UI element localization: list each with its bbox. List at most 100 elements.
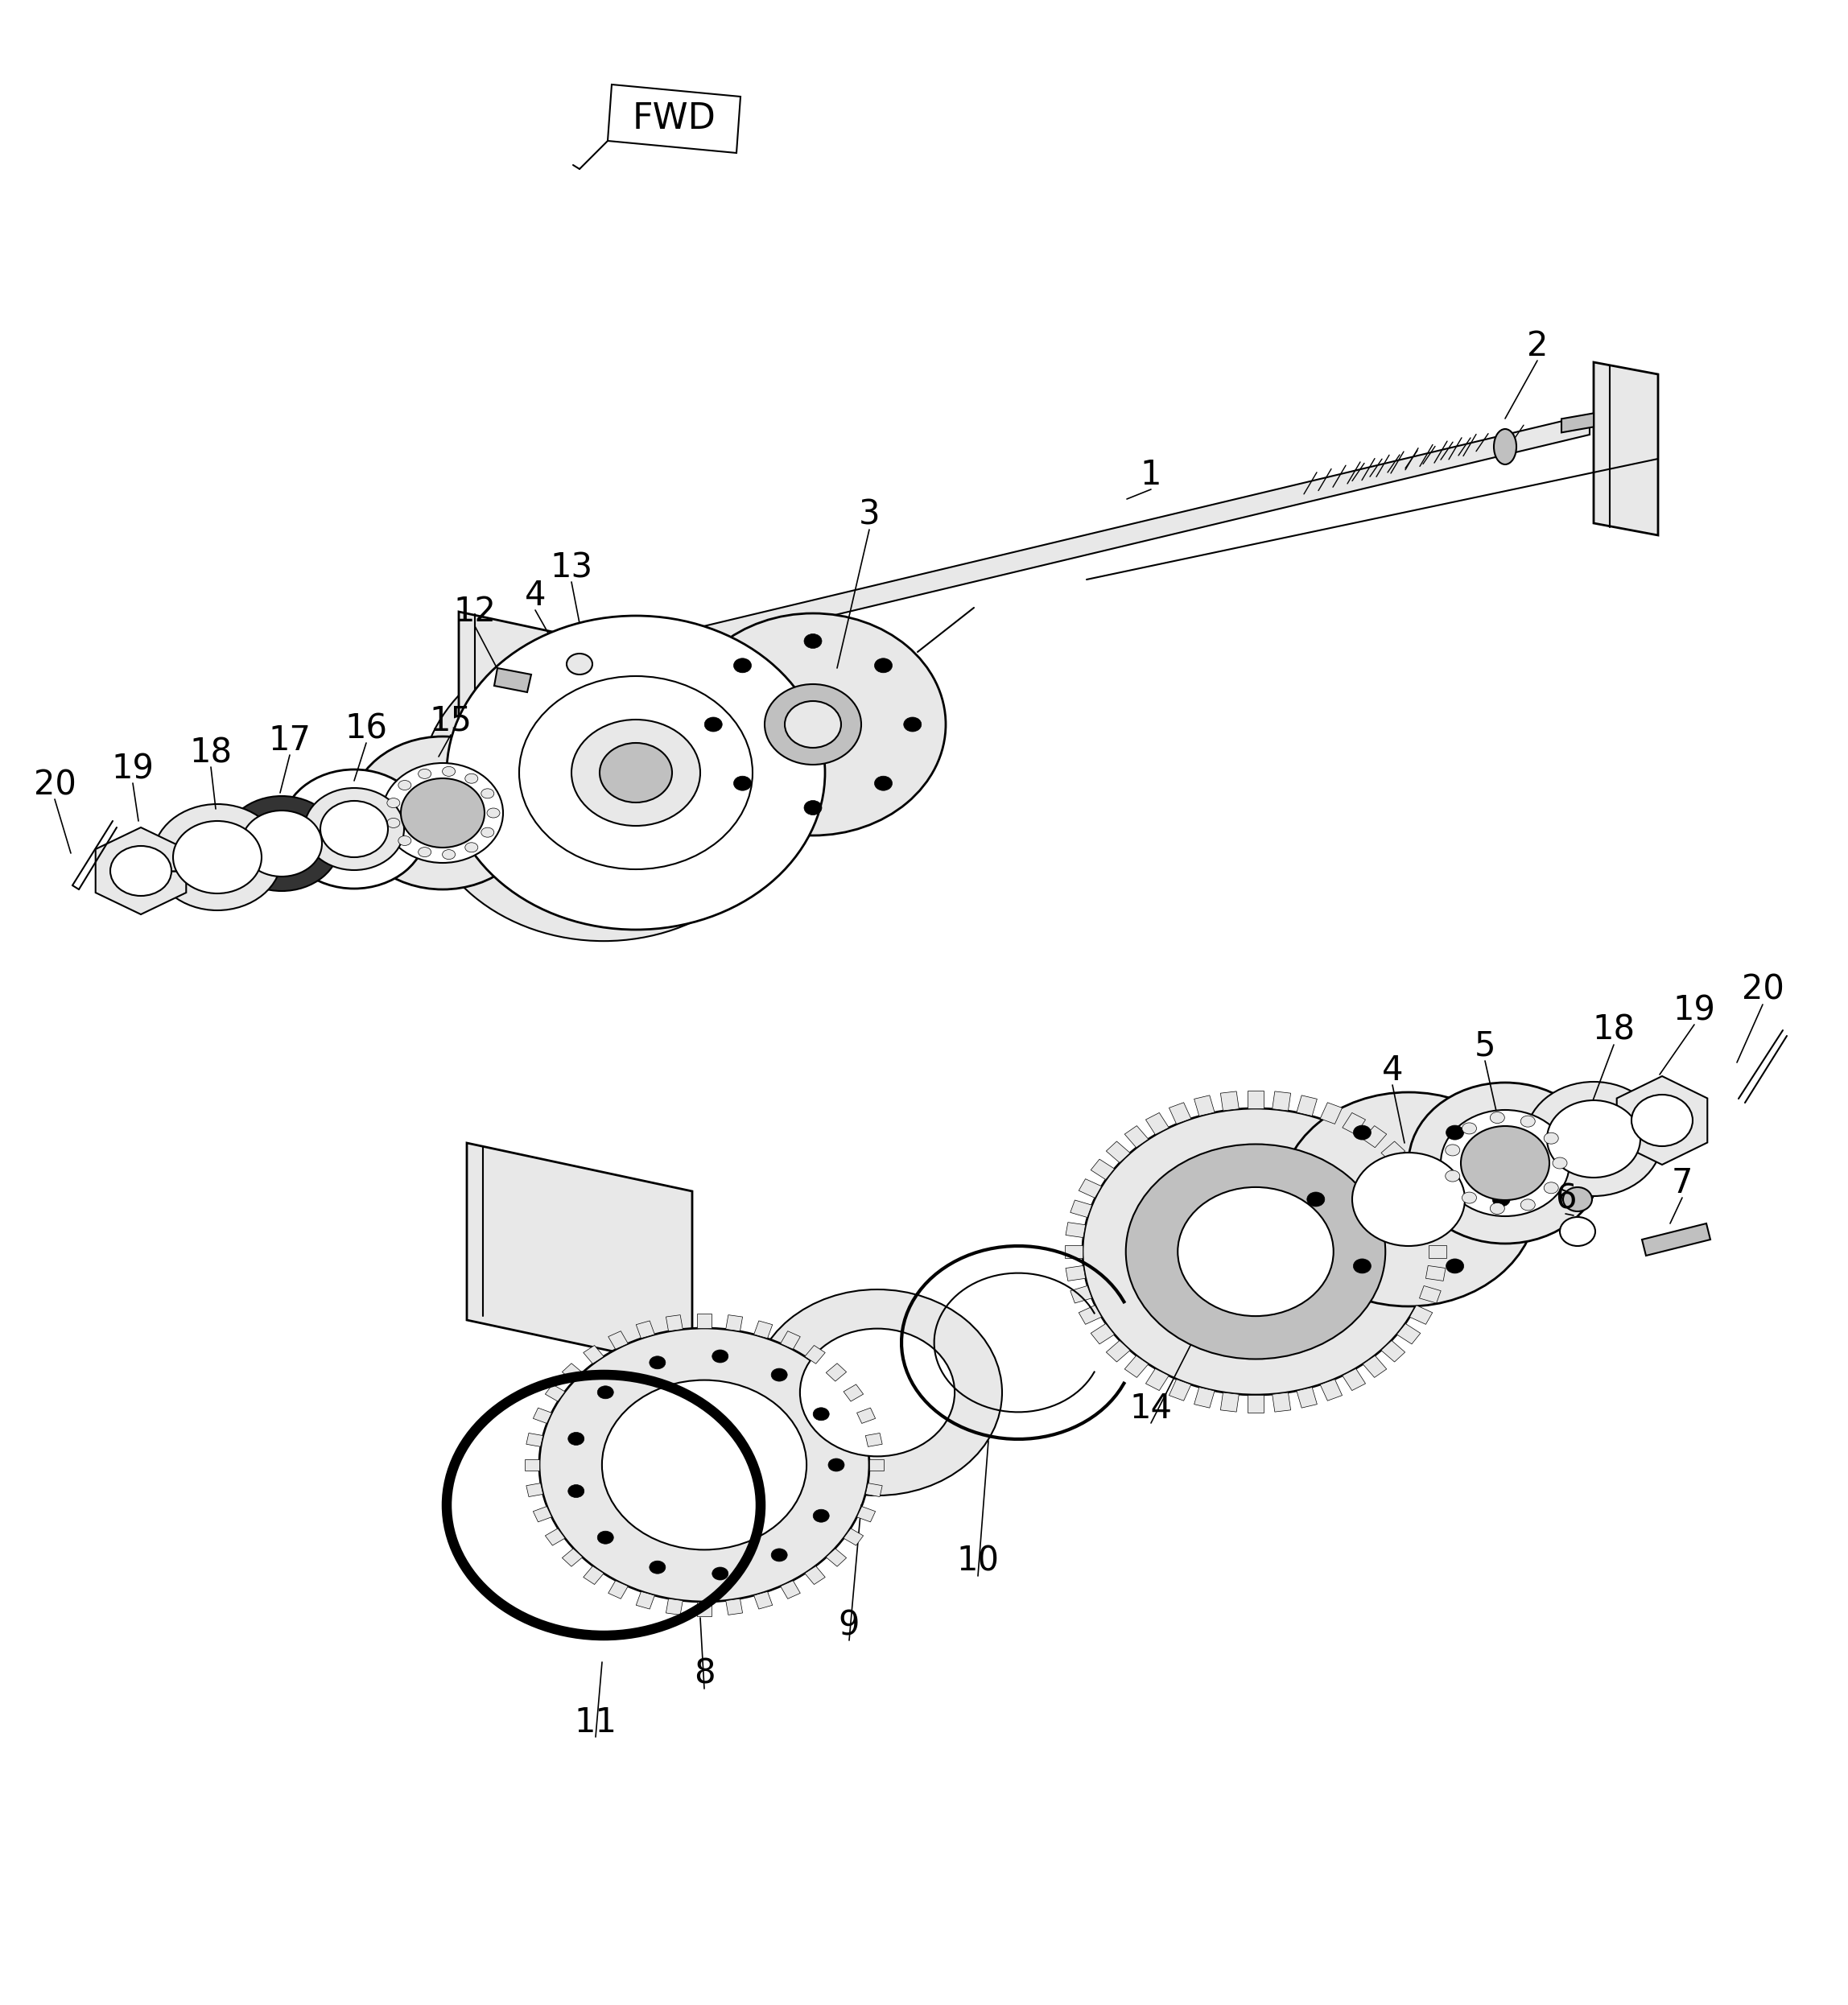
Polygon shape <box>1410 1179 1432 1197</box>
Ellipse shape <box>711 1349 728 1363</box>
Ellipse shape <box>813 1510 830 1522</box>
Text: 15: 15 <box>429 704 471 738</box>
Polygon shape <box>1271 1091 1290 1111</box>
Polygon shape <box>527 1484 543 1498</box>
Ellipse shape <box>1547 1101 1641 1177</box>
Ellipse shape <box>1177 1187 1334 1315</box>
Ellipse shape <box>567 1484 584 1498</box>
Polygon shape <box>869 1460 883 1470</box>
Polygon shape <box>1090 1159 1114 1179</box>
Polygon shape <box>1617 1077 1708 1165</box>
Ellipse shape <box>597 1532 614 1544</box>
Text: 7: 7 <box>1672 1167 1693 1201</box>
Ellipse shape <box>800 1329 955 1456</box>
Text: 18: 18 <box>190 736 233 770</box>
Polygon shape <box>1146 1369 1168 1391</box>
Ellipse shape <box>1125 1145 1386 1359</box>
Polygon shape <box>1079 1179 1101 1197</box>
Ellipse shape <box>771 1548 787 1562</box>
Polygon shape <box>1125 1355 1148 1377</box>
Polygon shape <box>1562 413 1593 433</box>
Text: 2: 2 <box>1526 329 1549 363</box>
Ellipse shape <box>752 1289 1002 1496</box>
Ellipse shape <box>1353 1153 1465 1245</box>
Polygon shape <box>1194 1387 1214 1408</box>
Polygon shape <box>1070 1201 1092 1217</box>
Polygon shape <box>1362 1125 1386 1147</box>
Ellipse shape <box>765 684 861 764</box>
Text: FWD: FWD <box>632 102 717 136</box>
Ellipse shape <box>1307 1193 1325 1207</box>
Polygon shape <box>96 828 187 914</box>
Ellipse shape <box>1552 1157 1567 1169</box>
Text: 5: 5 <box>1475 1029 1495 1063</box>
Polygon shape <box>1419 1201 1441 1217</box>
Polygon shape <box>697 1602 711 1616</box>
Polygon shape <box>857 1408 876 1424</box>
Ellipse shape <box>1462 1127 1549 1201</box>
Polygon shape <box>1593 363 1658 535</box>
Ellipse shape <box>828 1458 845 1472</box>
Polygon shape <box>608 1580 628 1598</box>
Ellipse shape <box>1543 1133 1558 1145</box>
Ellipse shape <box>153 804 281 910</box>
Ellipse shape <box>734 776 752 790</box>
Ellipse shape <box>1560 1217 1595 1245</box>
Polygon shape <box>562 1548 582 1566</box>
Polygon shape <box>1419 1285 1441 1303</box>
Polygon shape <box>1397 1159 1421 1179</box>
Ellipse shape <box>1632 1095 1693 1147</box>
Polygon shape <box>680 415 1589 652</box>
Polygon shape <box>1064 1245 1083 1257</box>
Polygon shape <box>1271 1393 1290 1412</box>
Polygon shape <box>1125 1125 1148 1147</box>
Polygon shape <box>843 1383 863 1401</box>
Ellipse shape <box>680 614 946 836</box>
Polygon shape <box>1380 1141 1404 1163</box>
Polygon shape <box>665 1598 682 1614</box>
Polygon shape <box>1362 1355 1386 1377</box>
Polygon shape <box>1194 1095 1214 1117</box>
Ellipse shape <box>1445 1145 1460 1155</box>
Ellipse shape <box>540 1327 869 1602</box>
Text: 13: 13 <box>551 551 593 583</box>
Text: 17: 17 <box>268 724 310 758</box>
Polygon shape <box>584 1566 604 1584</box>
Text: 4: 4 <box>1382 1053 1403 1087</box>
Polygon shape <box>545 1383 565 1401</box>
Polygon shape <box>1297 1387 1318 1408</box>
Ellipse shape <box>771 1367 787 1381</box>
Ellipse shape <box>1445 1171 1460 1181</box>
Polygon shape <box>636 1321 654 1337</box>
Ellipse shape <box>704 718 723 732</box>
Text: 9: 9 <box>839 1608 859 1642</box>
Ellipse shape <box>597 1385 614 1399</box>
Polygon shape <box>780 1580 800 1598</box>
Text: 19: 19 <box>1672 992 1715 1027</box>
Polygon shape <box>826 1363 846 1381</box>
Polygon shape <box>1146 1113 1168 1135</box>
Ellipse shape <box>1489 1113 1504 1123</box>
Ellipse shape <box>804 634 822 648</box>
Polygon shape <box>804 1566 826 1584</box>
Ellipse shape <box>1493 1193 1510 1207</box>
Ellipse shape <box>649 1355 665 1369</box>
Polygon shape <box>1342 1369 1366 1391</box>
Text: 11: 11 <box>575 1706 617 1740</box>
Polygon shape <box>1220 1091 1238 1111</box>
Ellipse shape <box>480 788 493 798</box>
Polygon shape <box>857 1506 876 1522</box>
Ellipse shape <box>1445 1125 1464 1139</box>
Polygon shape <box>1107 1141 1131 1163</box>
Ellipse shape <box>224 796 340 890</box>
Text: 20: 20 <box>33 768 76 802</box>
Ellipse shape <box>1493 429 1517 465</box>
Ellipse shape <box>442 766 455 776</box>
Polygon shape <box>826 1548 846 1566</box>
Text: 16: 16 <box>346 712 388 746</box>
Ellipse shape <box>320 800 388 858</box>
Text: 14: 14 <box>1129 1391 1172 1426</box>
Ellipse shape <box>1525 1083 1661 1197</box>
Ellipse shape <box>386 818 399 828</box>
Ellipse shape <box>649 1560 665 1574</box>
